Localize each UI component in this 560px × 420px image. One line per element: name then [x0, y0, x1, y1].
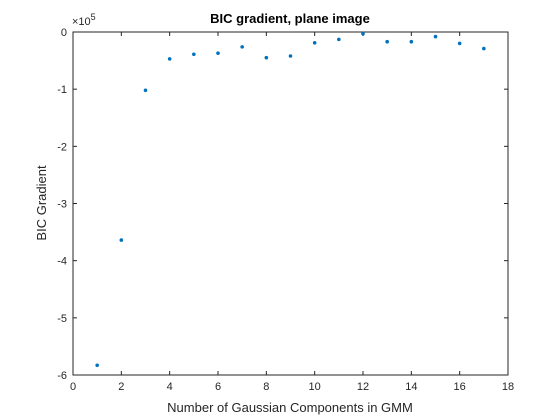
- data-point: [143, 88, 148, 93]
- y-tick-label: -3: [57, 199, 67, 211]
- data-point: [457, 41, 462, 46]
- y-tick-label: -4: [57, 256, 67, 268]
- x-tick-label: 10: [309, 381, 321, 393]
- y-axis-label: BIC Gradient: [34, 165, 49, 241]
- plot-area: [72, 31, 509, 376]
- data-point: [409, 39, 414, 44]
- data-point: [240, 45, 244, 49]
- x-tick-label: 6: [215, 381, 221, 393]
- x-tick-label: 8: [263, 381, 269, 393]
- data-point: [119, 238, 124, 242]
- y-tick-label: -2: [57, 141, 67, 153]
- x-tick-label: 18: [502, 381, 514, 393]
- y-tick-label: -6: [57, 370, 67, 382]
- x-axis-label: Number of Gaussian Components in GMM: [167, 400, 413, 415]
- data-point: [433, 34, 438, 39]
- x-tick-label: 4: [167, 381, 173, 393]
- x-tick-label: 2: [118, 381, 124, 393]
- y-tick-label: -1: [57, 84, 67, 96]
- y-tick-label: -5: [57, 313, 67, 325]
- data-point: [216, 51, 220, 55]
- data-point: [361, 31, 365, 36]
- data-point: [167, 57, 172, 61]
- data-point: [288, 54, 293, 58]
- x-tick-label: 14: [405, 381, 417, 393]
- data-point: [264, 55, 269, 60]
- data-point: [337, 37, 341, 42]
- data-point: [482, 46, 486, 51]
- y-tick-label: 0: [61, 27, 67, 39]
- x-tick-label: 0: [70, 381, 76, 393]
- x-tick-labels: 0 2 4 6 8 10 12 14 16 18: [70, 381, 514, 393]
- x-tick-label: 16: [454, 381, 466, 393]
- data-point: [95, 363, 99, 368]
- x-tick-label: 12: [357, 381, 369, 393]
- y-tick-labels: -6 -5 -4 -3 -2 -1 0: [57, 27, 67, 382]
- data-point: [192, 52, 196, 57]
- data-point: [312, 41, 317, 45]
- y-axis-exponent: ×105: [72, 12, 96, 28]
- data-points: [95, 31, 486, 368]
- data-point: [385, 39, 389, 44]
- chart-title: BIC gradient, plane image: [210, 11, 370, 26]
